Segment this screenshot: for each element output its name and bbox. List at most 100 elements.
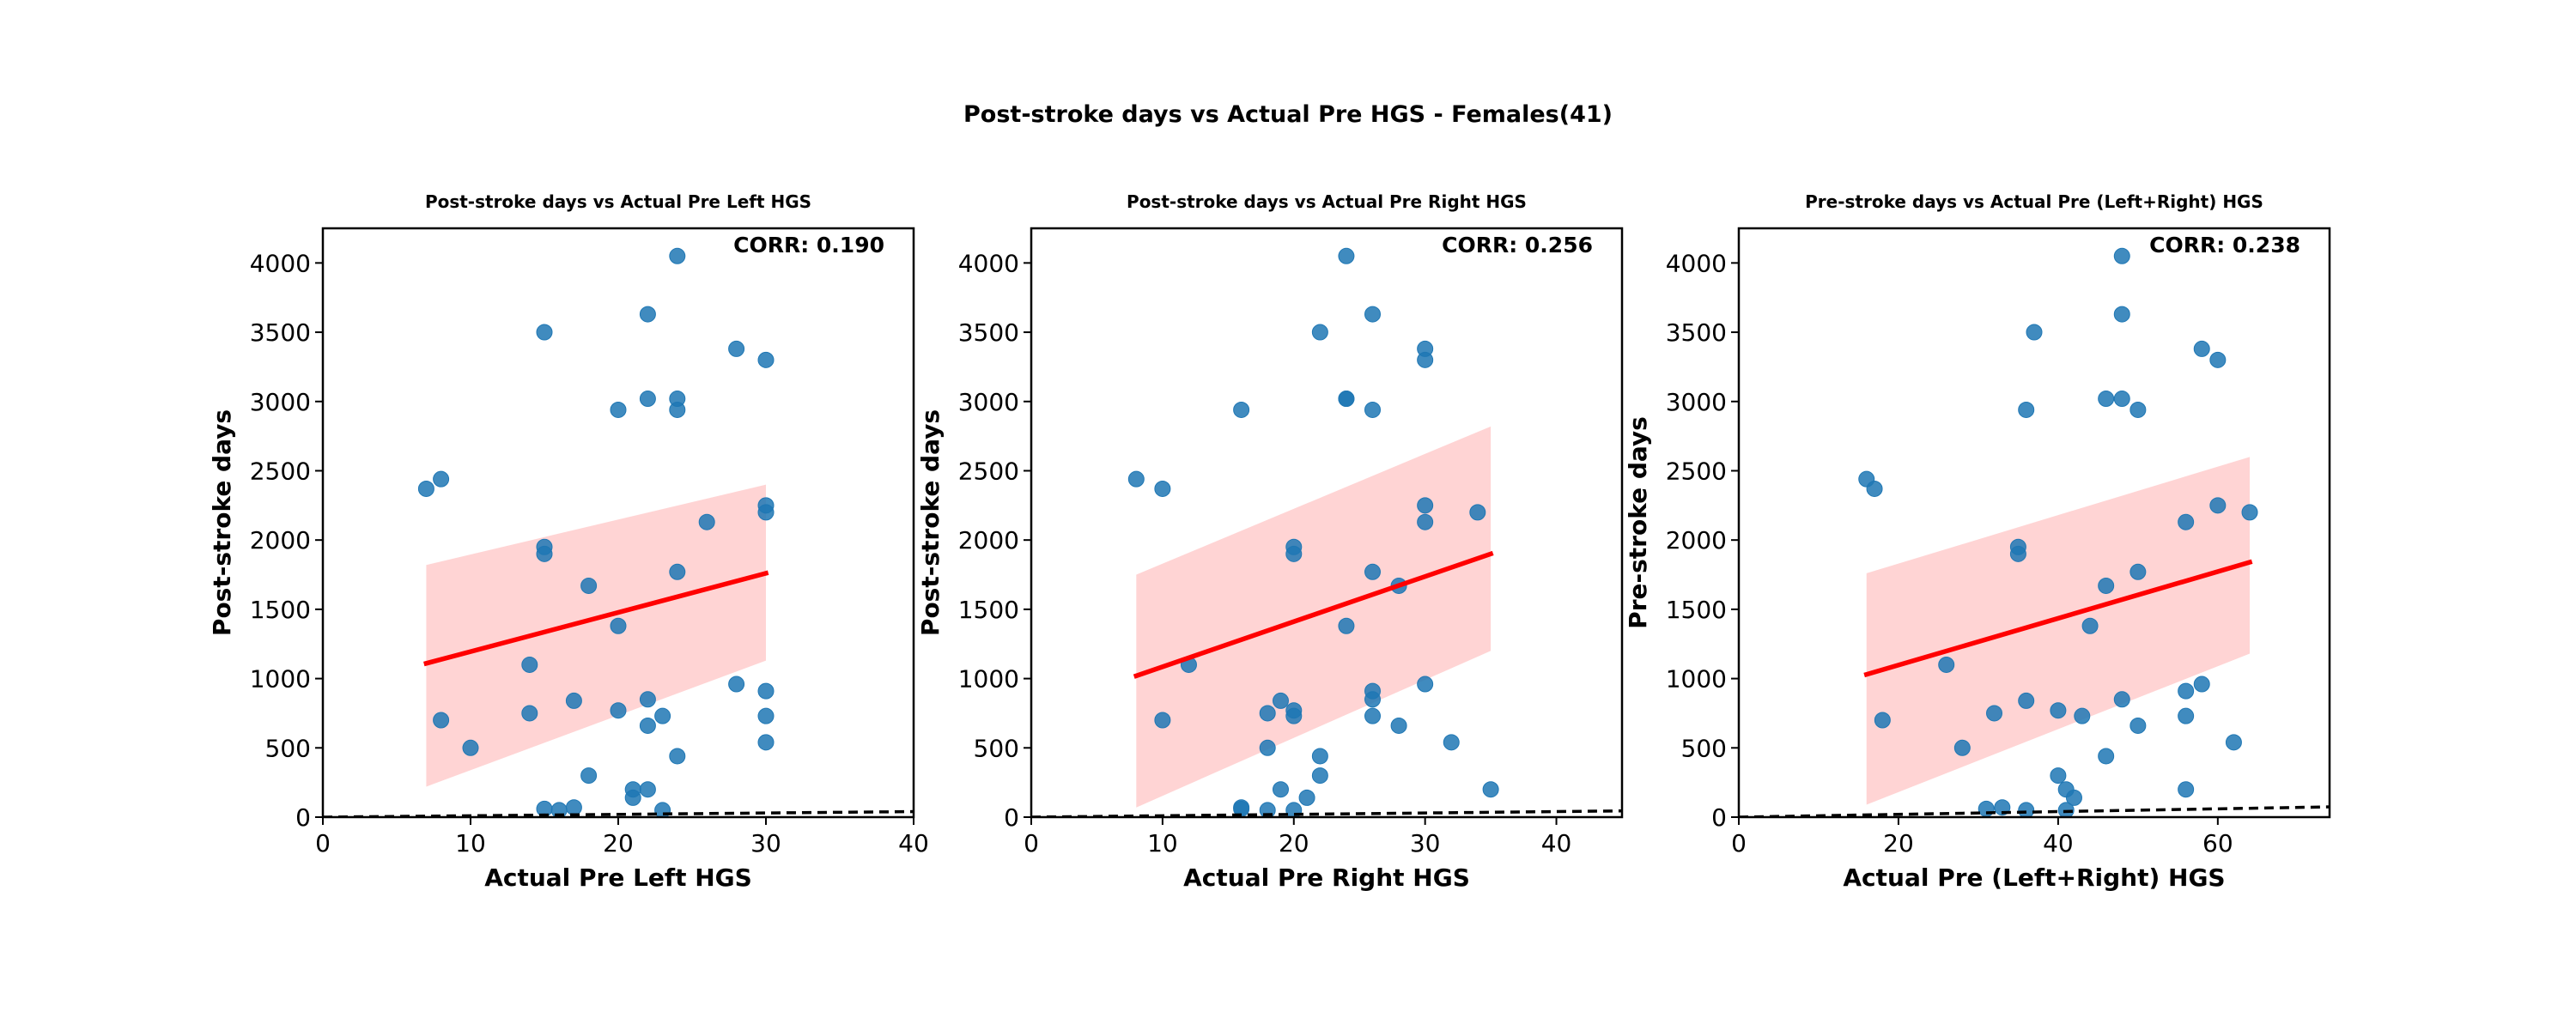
data-point	[2018, 401, 2035, 418]
data-point	[669, 247, 686, 264]
data-point	[1233, 401, 1250, 418]
correlation-annotation: CORR: 0.238	[2149, 233, 2300, 258]
data-point	[1986, 705, 2003, 722]
data-point	[1259, 739, 1276, 756]
x-tick-label: 20	[603, 829, 634, 857]
y-tick-label: 500	[1681, 734, 1727, 762]
data-point	[2026, 324, 2043, 341]
x-tick-label: 0	[315, 829, 331, 857]
data-point	[1311, 324, 1328, 341]
y-tick-label: 1000	[250, 665, 311, 694]
data-point	[1364, 563, 1382, 580]
x-tick-label: 0	[1731, 829, 1747, 857]
x-axis-label: Actual Pre Left HGS	[484, 863, 752, 892]
data-point	[580, 577, 598, 594]
data-point	[521, 705, 538, 722]
data-point	[565, 692, 582, 709]
subplot-title: Pre-stroke days vs Actual Pre (Left+Righ…	[1805, 191, 2263, 212]
data-point	[1364, 691, 1382, 708]
data-point	[2193, 676, 2210, 693]
data-point	[2113, 691, 2130, 708]
y-tick-label: 1500	[250, 596, 311, 624]
confidence-band	[1866, 457, 2251, 805]
data-point	[1338, 391, 1355, 408]
data-point	[610, 401, 627, 418]
identity-line-group	[1739, 805, 2330, 817]
data-point	[639, 717, 656, 734]
data-point	[536, 324, 553, 341]
y-tick-label: 4000	[250, 249, 311, 277]
x-tick-label: 20	[1279, 829, 1309, 857]
x-tick-label: 60	[2202, 829, 2233, 857]
data-point	[728, 676, 745, 693]
data-point	[2193, 340, 2210, 357]
x-tick-label: 10	[455, 829, 486, 857]
subplot-3: 0 20 40 60 0 500 1000 1500 2000 2500 3000 3500 4000 P…	[1624, 191, 2331, 892]
subplots: 0 10 20 30 40 0 500 1000 1500 2000 2500 3000 3500 400…	[208, 191, 2331, 892]
data-point	[1338, 617, 1355, 634]
y-tick-label: 500	[265, 734, 311, 762]
data-point	[2098, 391, 2115, 408]
x-tick-label: 30	[1410, 829, 1441, 857]
y-tick-label: 2500	[250, 457, 311, 485]
data-point	[1311, 748, 1328, 765]
data-point	[2129, 563, 2147, 580]
data-point	[757, 682, 775, 700]
subplot-2: 0 10 20 30 40 0 500 1000 1500 2000 2500 3000 3500 400…	[916, 191, 1624, 892]
data-point	[2074, 707, 2091, 724]
correlation-annotation: CORR: 0.256	[1442, 233, 1593, 258]
x-tick-label: 40	[898, 829, 929, 857]
data-point	[1417, 497, 1434, 514]
data-point	[1953, 739, 1971, 756]
data-point	[639, 691, 656, 708]
x-tick-label: 10	[1147, 829, 1178, 857]
data-point	[521, 656, 538, 673]
data-point	[1469, 504, 1486, 521]
y-tick-label: 4000	[1666, 249, 1727, 277]
data-point	[2113, 306, 2130, 323]
data-point	[2081, 617, 2099, 634]
data-point	[728, 340, 745, 357]
data-point	[1417, 351, 1434, 368]
data-point	[1338, 247, 1355, 264]
data-point	[2113, 247, 2130, 264]
y-tick-label: 3500	[250, 318, 311, 347]
y-tick-label: 2000	[1666, 526, 1727, 554]
data-point	[2225, 734, 2242, 751]
regression-line	[1133, 550, 1494, 679]
data-point	[1272, 692, 1289, 709]
y-tick-label: 500	[974, 734, 1019, 762]
y-tick-label: 2000	[250, 526, 311, 554]
y-tick-label: 3000	[250, 388, 311, 416]
data-point	[2098, 748, 2115, 765]
regression-line	[1863, 559, 2253, 678]
data-point	[1482, 781, 1499, 798]
y-tick-label: 1500	[958, 596, 1019, 624]
y-tick-label: 2500	[958, 457, 1019, 485]
data-point	[757, 351, 775, 368]
data-point	[2178, 682, 2195, 700]
data-point	[1417, 676, 1434, 693]
x-tick-label: 20	[1883, 829, 1914, 857]
data-point	[1285, 707, 1303, 724]
data-point	[1154, 712, 1171, 729]
data-point	[1272, 781, 1289, 798]
figure-title: Post-stroke days vs Actual Pre HGS - Fem…	[963, 101, 1613, 128]
axes-frame	[1737, 227, 2331, 819]
x-tick-label: 0	[1024, 829, 1039, 857]
data-point	[1443, 734, 1460, 751]
data-point	[2050, 702, 2067, 719]
data-point	[1417, 513, 1434, 530]
y-tick-label: 3000	[958, 388, 1019, 416]
x-tick-label: 30	[750, 829, 781, 857]
y-tick-label: 3500	[1666, 318, 1727, 347]
data-point	[757, 734, 775, 751]
data-point	[2209, 497, 2227, 514]
data-point	[565, 799, 582, 816]
data-point	[639, 306, 656, 323]
data-point	[2050, 767, 2067, 785]
data-point	[2241, 504, 2258, 521]
subplot-1: 0 10 20 30 40 0 500 1000 1500 2000 2500 3000 3500 400…	[208, 191, 929, 892]
data-point	[639, 391, 656, 408]
